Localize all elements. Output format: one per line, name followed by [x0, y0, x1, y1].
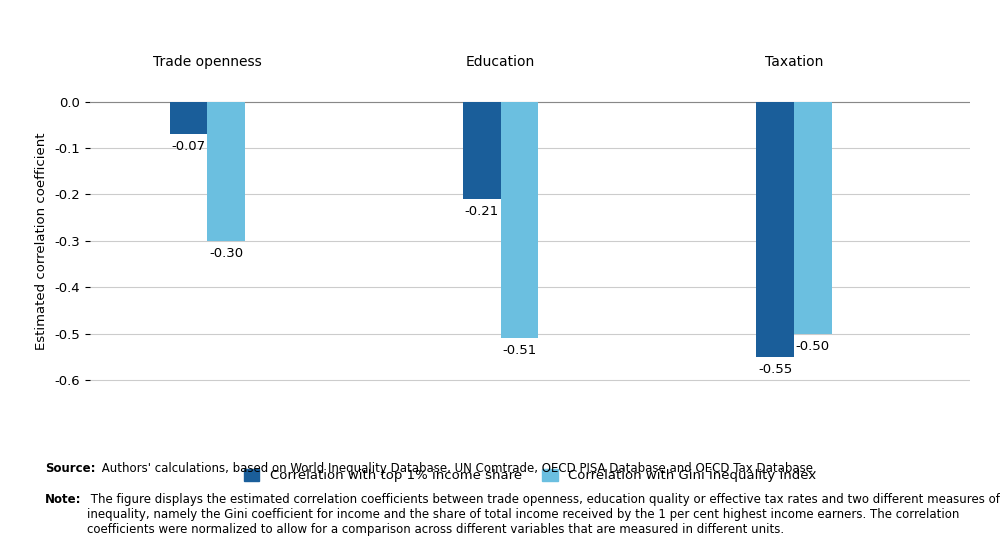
Text: Education: Education	[466, 55, 535, 69]
Text: -0.21: -0.21	[465, 205, 499, 218]
Text: Source:: Source:	[45, 462, 96, 475]
Text: -0.55: -0.55	[758, 363, 792, 376]
Bar	[207, 101, 245, 241]
Text: Taxation: Taxation	[765, 55, 823, 69]
Text: -0.50: -0.50	[796, 339, 830, 353]
Text: Trade openness: Trade openness	[153, 55, 262, 69]
Text: Authors' calculations, based on World Inequality Database, UN Comtrade, OECD PIS: Authors' calculations, based on World In…	[98, 462, 817, 475]
Text: Note:: Note:	[45, 493, 82, 506]
Text: -0.07: -0.07	[171, 140, 206, 153]
Y-axis label: Estimated correlation coefficient: Estimated correlation coefficient	[35, 132, 48, 349]
Legend: Correlation with top 1% income share, Correlation with Gini inequality index: Correlation with top 1% income share, Co…	[238, 464, 822, 488]
Bar	[463, 101, 501, 199]
Bar	[794, 101, 832, 334]
Text: Figure C.12: Stronger correlation between inequality and education or taxation t: Figure C.12: Stronger correlation betwee…	[15, 19, 1000, 37]
Text: The figure displays the estimated correlation coefficients between trade opennes: The figure displays the estimated correl…	[87, 493, 1000, 536]
Bar	[501, 101, 538, 338]
Bar	[756, 101, 794, 357]
Bar	[170, 101, 207, 134]
Text: -0.51: -0.51	[502, 344, 537, 357]
Text: -0.30: -0.30	[209, 247, 243, 260]
